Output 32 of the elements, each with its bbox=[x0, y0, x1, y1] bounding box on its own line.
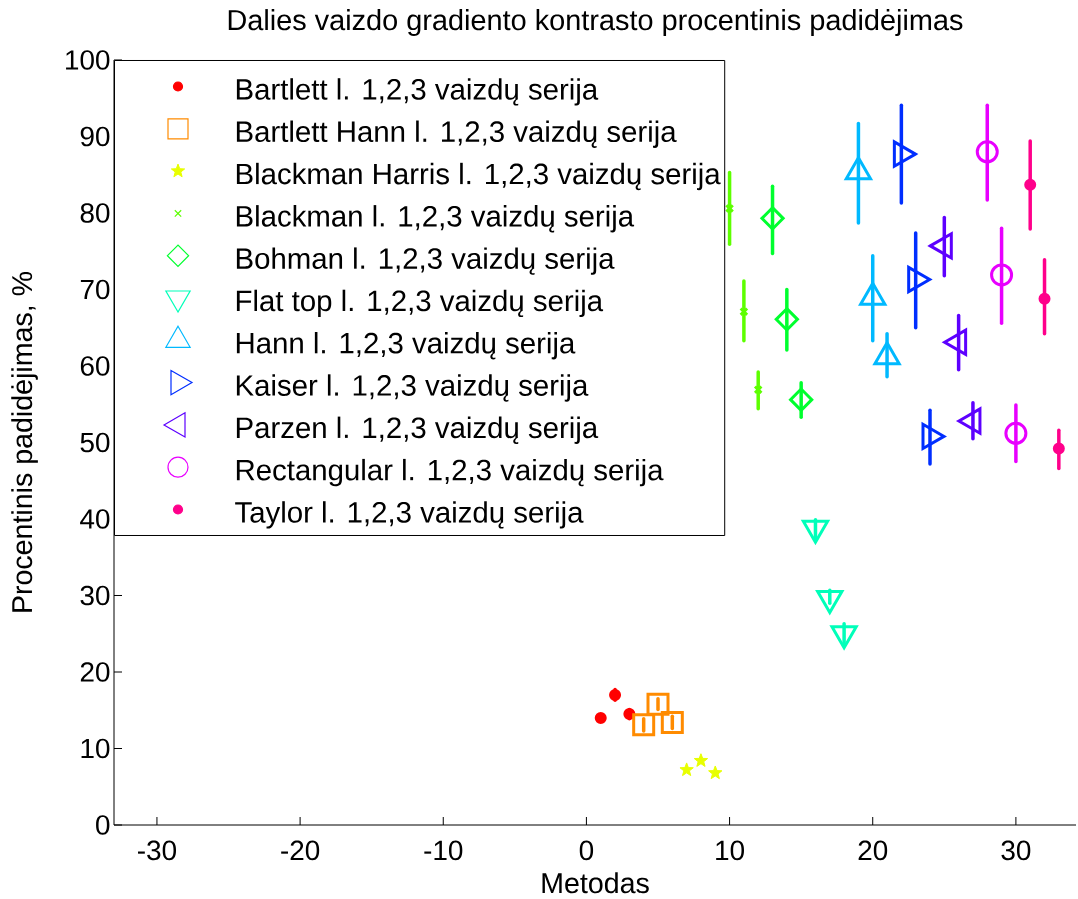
y-tick-label: 30 bbox=[80, 585, 110, 606]
y-tick-label: 40 bbox=[80, 509, 110, 529]
x-tick-label: 20 bbox=[858, 840, 888, 861]
legend-label: Blackman Harris l. 1,2,3 vaizdų serija bbox=[236, 162, 721, 191]
legend-label: Parzen l. 1,2,3 vaizdų serija bbox=[236, 416, 599, 445]
y-tick-label: 10 bbox=[81, 738, 110, 759]
y-tick-label: 90 bbox=[80, 126, 110, 147]
legend-label: Bartlett Hann l. 1,2,3 vaizdų serija bbox=[236, 120, 677, 148]
x-tick-label: -10 bbox=[424, 840, 463, 861]
y-tick-label: 80 bbox=[80, 203, 110, 223]
legend-label: Bohman l. 1,2,3 vaizdų serija bbox=[236, 247, 615, 275]
y-tick-label: 100 bbox=[66, 50, 110, 70]
x-axis-title: Metodas bbox=[542, 872, 649, 894]
legend-label: Rectangular l. 1,2,3 vaizdų serija bbox=[236, 458, 664, 487]
legend-label: Flat top l. 1,2,3 vaizdų serija bbox=[236, 289, 604, 318]
legend-label: Kaiser l. 1,2,3 vaizdų serija bbox=[236, 374, 589, 402]
y-axis-title: Procentinis padidėjimas, % bbox=[11, 271, 38, 612]
legend-label: Bartlett l. 1,2,3 vaizdų serija bbox=[236, 78, 599, 106]
legend-label: Taylor l. 1,2,3 vaizdų serija bbox=[235, 501, 584, 529]
x-tick-label: -20 bbox=[281, 840, 320, 861]
x-tick-label: 30 bbox=[1001, 840, 1031, 861]
x-tick-label: -30 bbox=[138, 840, 177, 861]
y-tick-label: 0 bbox=[96, 815, 110, 835]
x-tick-label: 10 bbox=[716, 840, 744, 861]
y-tick-label: 50 bbox=[80, 432, 110, 453]
legend-label: Hann l. 1,2,3 vaizdų serija bbox=[236, 332, 576, 360]
legend-label: Blackman l. 1,2,3 vaizdų serija bbox=[236, 205, 635, 233]
chart-title: Dalies vaizdo gradiento kontrasto procentinis padidėjimas bbox=[228, 9, 963, 37]
x-tick-label: 0 bbox=[579, 840, 594, 861]
y-tick-label: 20 bbox=[80, 662, 110, 682]
y-tick-label: 70 bbox=[80, 279, 110, 300]
y-tick-label: 60 bbox=[80, 356, 110, 376]
